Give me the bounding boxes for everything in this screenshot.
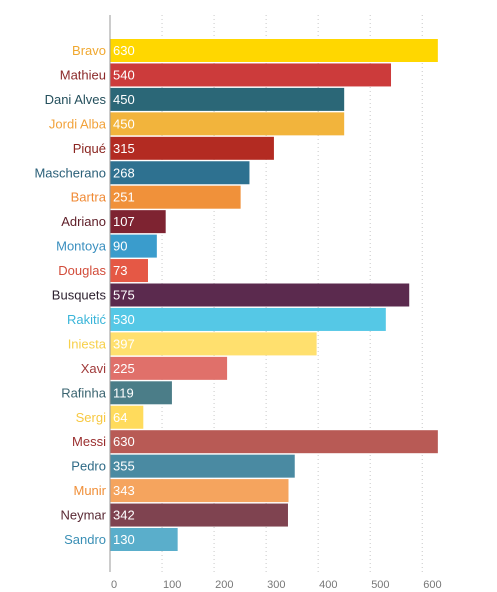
data-label: 343 [113, 483, 135, 498]
bars-group [110, 39, 438, 551]
data-label: 130 [113, 532, 135, 547]
category-label: Douglas [58, 263, 106, 278]
category-label: Sandro [64, 532, 106, 547]
x-tick-label: 400 [319, 579, 337, 591]
data-label: 107 [113, 214, 135, 229]
x-tick-label: 600 [423, 579, 441, 591]
category-label: Mathieu [60, 67, 106, 82]
bar-iniesta [110, 332, 317, 356]
data-label: 450 [113, 92, 135, 107]
category-label: Piqué [73, 141, 106, 156]
category-label: Messi [72, 434, 106, 449]
category-label: Dani Alves [45, 92, 107, 107]
x-axis-ticks: 0 100 200 300 400 500 600 [111, 579, 442, 591]
category-label: Munir [73, 483, 106, 498]
category-label: Rakitić [67, 312, 107, 327]
bar-rafinha [110, 381, 172, 405]
data-label: 64 [113, 410, 127, 425]
bar-adriano [110, 210, 166, 234]
data-label: 630 [113, 434, 135, 449]
data-label: 355 [113, 459, 135, 474]
data-label: 315 [113, 141, 135, 156]
x-tick-label: 0 [111, 579, 117, 591]
bar-xavi [110, 356, 228, 380]
category-label: Rafinha [61, 385, 107, 400]
x-tick-label: 500 [371, 579, 389, 591]
bar-dani-alves [110, 87, 345, 111]
data-label: 530 [113, 312, 135, 327]
category-label: Montoya [56, 239, 107, 254]
category-label: Neymar [60, 508, 106, 523]
x-tick-label: 300 [267, 579, 285, 591]
bar-piqu- [110, 136, 274, 160]
category-label: Xavi [81, 361, 106, 376]
data-label: 575 [113, 288, 135, 303]
bar-sandro [110, 528, 178, 551]
category-labels: Bravo Mathieu Dani Alves Jordi Alba Piqué Mas… [34, 43, 106, 547]
data-label: 73 [113, 263, 127, 278]
data-label: 90 [113, 239, 127, 254]
data-label: 630 [113, 43, 135, 58]
x-tick-label: 100 [163, 579, 181, 591]
category-label: Busquets [52, 288, 107, 303]
bar-busquets [110, 283, 410, 307]
bar-munir [110, 479, 289, 503]
bar-neymar [110, 503, 288, 527]
category-label: Bravo [72, 43, 106, 58]
category-label: Mascherano [34, 165, 106, 180]
data-label: 268 [113, 165, 135, 180]
data-label: 450 [113, 116, 135, 131]
category-label: Jordi Alba [49, 116, 107, 131]
data-label: 342 [113, 508, 135, 523]
bar-douglas [110, 259, 148, 283]
bar-rakiti- [110, 307, 386, 331]
category-label: Bartra [71, 190, 107, 205]
bar-mascherano [110, 161, 250, 185]
bar-sergi [110, 405, 144, 429]
category-label: Adriano [61, 214, 106, 229]
bar-montoya [110, 234, 157, 258]
bar-jordi-alba [110, 112, 345, 136]
x-tick-label: 200 [215, 579, 233, 591]
data-label: 119 [113, 385, 134, 400]
data-label: 540 [113, 67, 135, 82]
data-label: 251 [113, 190, 135, 205]
data-label: 397 [113, 336, 135, 351]
bar-bravo [110, 39, 438, 62]
data-label: 225 [113, 361, 135, 376]
bar-bartra [110, 185, 241, 209]
bar-messi [110, 430, 438, 454]
bar-pedro [110, 454, 295, 478]
category-label: Iniesta [68, 336, 107, 351]
value-labels: 630 540 450 450 315 268 251 107 90 73 575 530 397 225… [113, 43, 135, 547]
category-label: Sergi [76, 410, 106, 425]
bar-mathieu [110, 63, 392, 87]
category-label: Pedro [71, 459, 106, 474]
